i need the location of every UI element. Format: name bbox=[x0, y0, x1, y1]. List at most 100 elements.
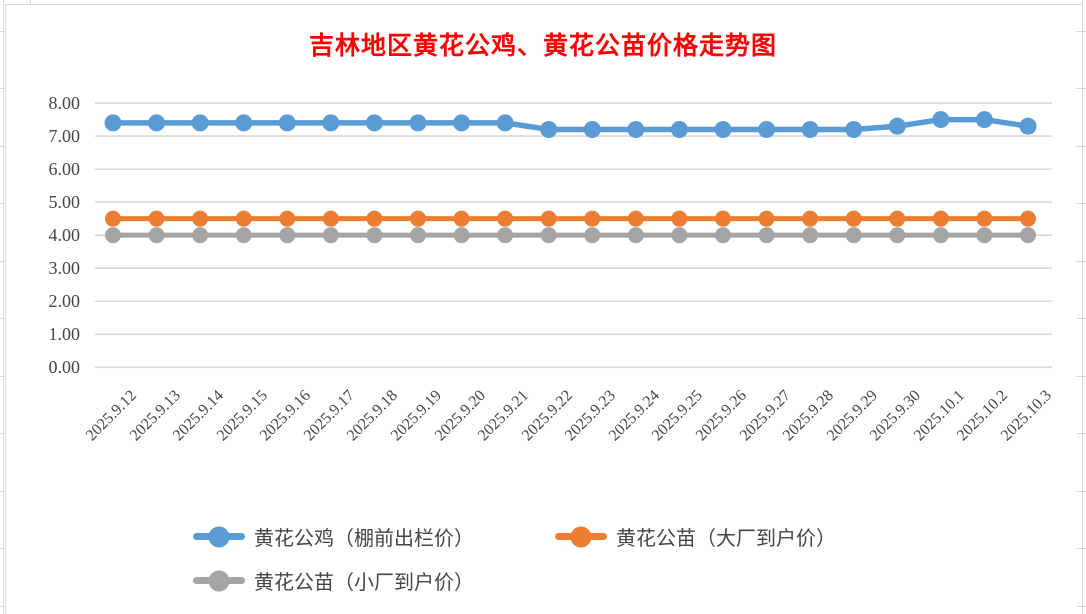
y-tick-label: 7.00 bbox=[48, 126, 81, 147]
y-tick-label: 2.00 bbox=[48, 291, 81, 312]
data-point bbox=[932, 210, 949, 227]
data-point bbox=[235, 210, 252, 227]
data-point bbox=[845, 227, 862, 244]
data-point bbox=[802, 227, 819, 244]
y-tick-label: 6.00 bbox=[48, 159, 81, 180]
data-point bbox=[975, 111, 993, 129]
data-point bbox=[802, 210, 819, 227]
data-point bbox=[540, 120, 558, 138]
data-point bbox=[191, 114, 209, 132]
data-point bbox=[584, 227, 601, 244]
legend-item-1[interactable]: 黄花公苗（大厂到户价） bbox=[555, 522, 836, 551]
y-tick-label: 0.00 bbox=[48, 357, 81, 378]
spreadsheet-cell-border bbox=[0, 376, 6, 377]
spreadsheet-cell-border bbox=[1076, 376, 1086, 377]
data-point bbox=[366, 210, 383, 227]
series-0-line bbox=[104, 111, 1037, 138]
legend-item-0[interactable]: 黄花公鸡（棚前出栏价） bbox=[193, 522, 474, 551]
data-point bbox=[278, 114, 296, 132]
legend-dot-icon bbox=[208, 526, 230, 547]
spreadsheet-cell-border bbox=[0, 88, 6, 89]
legend-label: 黄花公苗（小厂到户价） bbox=[254, 572, 474, 594]
data-point bbox=[758, 210, 775, 227]
data-point bbox=[453, 114, 471, 132]
data-point bbox=[366, 227, 383, 244]
spreadsheet-cell-border bbox=[1076, 203, 1086, 204]
data-point bbox=[192, 227, 209, 244]
data-point bbox=[322, 227, 339, 244]
legend-line-marker-icon bbox=[193, 570, 245, 591]
y-tick-label: 5.00 bbox=[48, 192, 81, 213]
y-tick-label: 8.00 bbox=[48, 93, 81, 114]
data-point bbox=[584, 210, 601, 227]
spreadsheet-cell-border bbox=[30, 0, 31, 4]
data-point bbox=[409, 227, 426, 244]
spreadsheet-cell-border bbox=[1082, 0, 1083, 614]
data-point bbox=[105, 227, 121, 244]
data-point bbox=[627, 210, 644, 227]
spreadsheet-cell-border bbox=[0, 261, 6, 262]
legend-label: 黄花公鸡（棚前出栏价） bbox=[254, 528, 474, 550]
data-point bbox=[322, 210, 339, 227]
data-point bbox=[889, 227, 906, 244]
spreadsheet-cell-border bbox=[0, 203, 6, 204]
data-point bbox=[627, 227, 644, 244]
legend-dot-icon bbox=[570, 526, 592, 547]
spreadsheet-cell-border bbox=[1076, 433, 1086, 434]
data-point bbox=[932, 111, 950, 129]
data-point bbox=[497, 210, 514, 227]
data-point bbox=[453, 227, 470, 244]
data-point bbox=[322, 114, 340, 132]
data-point bbox=[453, 210, 470, 227]
legend-line-marker-icon bbox=[555, 526, 607, 547]
data-point bbox=[1019, 210, 1036, 227]
series-1-line bbox=[105, 210, 1036, 227]
data-point bbox=[845, 210, 862, 227]
data-point bbox=[279, 210, 296, 227]
spreadsheet-cell-border bbox=[1076, 548, 1086, 549]
data-point bbox=[1019, 117, 1037, 135]
chart-title: 吉林地区黄花公鸡、黄花公苗价格走势图 bbox=[308, 33, 777, 60]
data-point bbox=[497, 227, 514, 244]
data-point bbox=[758, 227, 775, 244]
spreadsheet-cell-border bbox=[1076, 491, 1086, 492]
legend-item-2[interactable]: 黄花公苗（小厂到户价） bbox=[193, 566, 474, 595]
data-point bbox=[801, 120, 819, 138]
data-point bbox=[540, 210, 557, 227]
legend-label: 黄花公苗（大厂到户价） bbox=[616, 528, 836, 550]
spreadsheet-cell-border bbox=[0, 491, 6, 492]
data-point bbox=[540, 227, 557, 244]
data-point bbox=[279, 227, 296, 244]
data-point bbox=[192, 210, 209, 227]
spreadsheet-cell-border bbox=[3, 0, 4, 614]
spreadsheet-cell-border bbox=[1076, 146, 1086, 147]
spreadsheet-cell-border bbox=[1076, 261, 1086, 262]
data-point bbox=[409, 114, 427, 132]
data-point bbox=[148, 227, 165, 244]
data-point bbox=[496, 114, 514, 132]
chart-object[interactable] bbox=[5, 4, 1083, 614]
data-point bbox=[670, 120, 688, 138]
data-point bbox=[105, 210, 121, 227]
spreadsheet-cell-border bbox=[1076, 88, 1086, 89]
spreadsheet-cell-border bbox=[0, 146, 6, 147]
data-point bbox=[714, 120, 732, 138]
data-point bbox=[583, 120, 601, 138]
data-point bbox=[758, 120, 776, 138]
data-point bbox=[235, 114, 253, 132]
data-point bbox=[671, 210, 688, 227]
data-point bbox=[104, 114, 122, 132]
data-point bbox=[888, 117, 906, 135]
legend-line-marker-icon bbox=[193, 526, 245, 547]
data-point bbox=[1019, 227, 1036, 244]
data-point bbox=[714, 210, 731, 227]
data-point bbox=[235, 227, 252, 244]
spreadsheet-cell-border bbox=[1076, 606, 1086, 607]
data-point bbox=[932, 227, 949, 244]
data-point bbox=[148, 114, 166, 132]
data-point bbox=[976, 210, 993, 227]
data-point bbox=[365, 114, 383, 132]
data-point bbox=[627, 120, 645, 138]
spreadsheet-cell-border bbox=[1076, 31, 1086, 32]
